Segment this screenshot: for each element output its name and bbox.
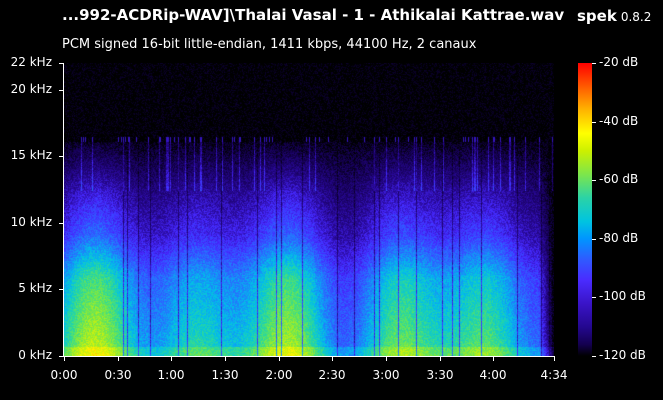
time-tick-label: 4:34 (540, 368, 568, 382)
file-info: PCM signed 16-bit little-endian, 1411 kb… (62, 37, 477, 52)
time-tick (118, 356, 119, 361)
y-axis-line (63, 63, 64, 357)
time-tick-label: 0:00 (50, 368, 78, 382)
time-tick (554, 356, 555, 361)
app-brand: spek 0.8.2 (577, 6, 651, 25)
freq-tick (59, 289, 64, 290)
time-tick (279, 356, 280, 361)
app-version: 0.8.2 (620, 10, 652, 24)
freq-tick (59, 63, 64, 64)
colorbar-tick (592, 122, 596, 123)
colorbar-tick-label: -40 dB (599, 114, 639, 128)
time-tick-label: 2:30 (318, 368, 346, 382)
freq-tick (59, 223, 64, 224)
colorbar-tick (592, 297, 596, 298)
freq-tick-label: 10 kHz (10, 215, 52, 229)
time-tick (64, 356, 65, 361)
colorbar-tick-label: -100 dB (599, 289, 646, 303)
freq-tick-label: 22 kHz (10, 55, 52, 69)
time-tick-label: 2:00 (265, 368, 293, 382)
time-tick (332, 356, 333, 361)
time-tick (440, 356, 441, 361)
app-name: spek (577, 7, 617, 25)
colorbar-tick-label: -60 dB (599, 172, 639, 186)
time-tick-label: 1:00 (157, 368, 185, 382)
freq-tick (59, 356, 64, 357)
spectrogram-plot[interactable] (64, 63, 554, 356)
time-tick (171, 356, 172, 361)
freq-tick (59, 156, 64, 157)
colorbar-tick-label: -120 dB (599, 348, 646, 362)
freq-tick-label: 5 kHz (18, 281, 52, 295)
freq-tick-label: 20 kHz (10, 82, 52, 96)
time-tick (225, 356, 226, 361)
time-tick-label: 0:30 (104, 368, 132, 382)
colorbar-tick (592, 63, 596, 64)
x-axis-line (63, 356, 554, 357)
time-tick-label: 1:30 (211, 368, 239, 382)
time-tick-label: 3:00 (372, 368, 400, 382)
colorbar-tick-label: -20 dB (599, 55, 639, 69)
colorbar-tick-label: -80 dB (599, 231, 639, 245)
time-tick-label: 3:30 (426, 368, 454, 382)
spectrogram-canvas[interactable] (64, 63, 554, 356)
colorbar-tick (592, 356, 596, 357)
time-tick-label: 4:00 (479, 368, 507, 382)
freq-tick (59, 90, 64, 91)
file-title: ...992-ACDRip-WAV]\Thalai Vasal - 1 - At… (62, 6, 565, 24)
freq-tick-label: 0 kHz (18, 348, 52, 362)
colorbar-tick (592, 239, 596, 240)
colorbar (578, 63, 592, 356)
time-tick (386, 356, 387, 361)
time-tick (493, 356, 494, 361)
freq-tick-label: 15 kHz (10, 148, 52, 162)
colorbar-tick (592, 180, 596, 181)
